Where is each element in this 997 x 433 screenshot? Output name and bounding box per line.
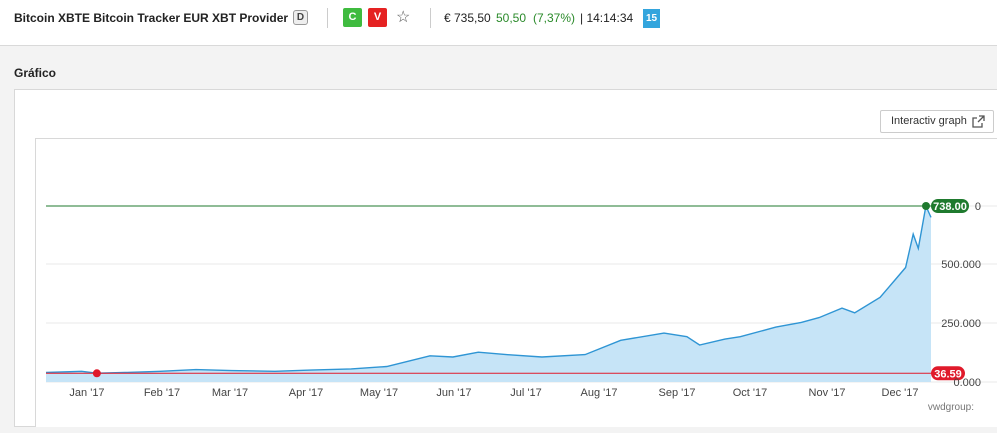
price-area: [46, 206, 931, 382]
low-marker: [92, 369, 101, 378]
x-tick-label: Aug '17: [581, 387, 618, 399]
x-tick-label: Jul '17: [510, 387, 541, 399]
instrument-header: Bitcoin XBTE Bitcoin Tracker EUR XBT Pro…: [0, 0, 997, 46]
price-change: 50,50: [496, 11, 527, 25]
x-tick-label: Jan '17: [69, 387, 104, 399]
x-tick-label: Oct '17: [733, 387, 768, 399]
interactive-graph-button[interactable]: Interactiv graph: [880, 110, 994, 133]
low-badge: [931, 366, 965, 381]
buy-button[interactable]: C: [343, 8, 362, 27]
low-badge-label: 36.59: [934, 368, 962, 380]
high-badge-label: 738.00: [933, 201, 967, 213]
y-tick-label: 0.000: [953, 377, 981, 389]
source-label: vwdgroup:: [928, 402, 974, 413]
section-title: Gráfico: [14, 66, 57, 80]
high-marker: [922, 202, 930, 210]
price-value: € 735,50: [444, 11, 491, 25]
star-icon[interactable]: ☆: [396, 9, 411, 26]
y-tick-label: 500.000: [941, 259, 981, 271]
delay-badge: 15: [643, 9, 660, 28]
separator: [327, 8, 328, 28]
quote-time: | 14:14:34: [580, 11, 634, 25]
x-tick-label: Nov '17: [809, 387, 846, 399]
y-tick-label: 250.000: [941, 318, 981, 330]
y-tick-label: 0: [975, 201, 981, 213]
x-tick-label: Jun '17: [436, 387, 471, 399]
d-badge: D: [293, 10, 308, 25]
price-line: [45, 203, 932, 374]
x-tick-label: Dec '17: [882, 387, 919, 399]
x-tick-label: Mar '17: [212, 387, 248, 399]
x-tick-label: Sep '17: [659, 387, 696, 399]
sell-button[interactable]: V: [368, 8, 387, 27]
chart-svg: 738.00 36.59 500.000 250.000 0.000 0 Jan '17 Fe…: [45, 199, 997, 413]
interactive-graph-label: Interactiv graph: [891, 115, 967, 127]
x-tick-label: May '17: [360, 387, 398, 399]
high-badge: [931, 199, 969, 213]
x-tick-label: Apr '17: [289, 387, 324, 399]
separator: [430, 8, 431, 28]
x-tick-label: Feb '17: [144, 387, 180, 399]
price-change-percent: (7,37%): [533, 11, 576, 25]
instrument-title: Bitcoin XBTE Bitcoin Tracker EUR XBT Pro…: [14, 11, 289, 25]
price-chart[interactable]: 738.00 36.59 500.000 250.000 0.000 0 Jan '17 Fe…: [35, 138, 997, 427]
external-link-icon: [972, 115, 985, 136]
